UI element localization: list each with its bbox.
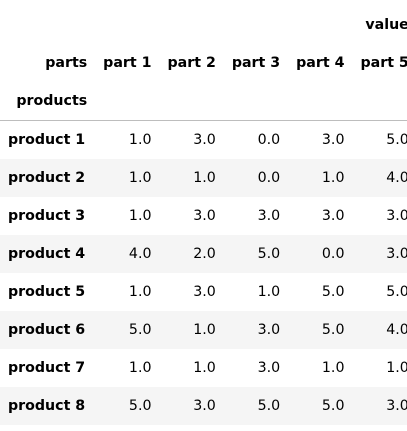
table-cell: 1.0 xyxy=(128,132,152,148)
table-cell: 1.0 xyxy=(128,208,152,224)
table-cell: 3.0 xyxy=(257,360,281,376)
table-row: product 6 5.0 1.0 3.0 5.0 4.0 xyxy=(0,311,407,349)
table-cell: 3.0 xyxy=(193,398,216,414)
table-row: product 1 1.0 3.0 0.0 3.0 5.0 xyxy=(0,121,407,160)
column-header: part 1 xyxy=(103,55,152,71)
table-cell: 3.0 xyxy=(193,208,216,224)
table-cell: 3.0 xyxy=(321,132,345,148)
row-label: product 4 xyxy=(8,246,86,262)
table-cell: 3.0 xyxy=(257,208,281,224)
table-cell: 2.0 xyxy=(193,246,216,262)
column-header: part 2 xyxy=(167,55,216,71)
table-cell: 3.0 xyxy=(193,132,216,148)
columns-name-label: parts xyxy=(45,55,88,71)
table-row: product 5 1.0 3.0 1.0 5.0 5.0 xyxy=(0,273,407,311)
column-header: part 4 xyxy=(296,55,345,71)
table-cell: 3.0 xyxy=(193,284,216,300)
table-cell: 1.0 xyxy=(128,170,152,186)
table-cell: 5.0 xyxy=(257,398,281,414)
row-label: product 5 xyxy=(8,284,86,300)
table-cell: 1.0 xyxy=(128,360,152,376)
column-header: part 3 xyxy=(231,55,281,71)
value-header: value xyxy=(365,17,407,33)
column-header: part 5 xyxy=(360,55,407,71)
table-cell: 1.0 xyxy=(193,170,216,186)
table-cell: 4.0 xyxy=(386,170,407,186)
value-header-row: value xyxy=(0,6,407,44)
table-row: product 8 5.0 3.0 5.0 5.0 3.0 xyxy=(0,387,407,425)
row-label: product 3 xyxy=(8,208,86,224)
table-cell: 4.0 xyxy=(128,246,152,262)
table-cell: 1.0 xyxy=(386,360,407,376)
table-cell: 5.0 xyxy=(257,246,281,262)
table-cell: 5.0 xyxy=(321,322,345,338)
table-cell: 5.0 xyxy=(386,132,407,148)
corner-cell xyxy=(0,6,95,44)
row-label: product 6 xyxy=(8,322,86,338)
table-row: product 3 1.0 3.0 3.0 3.0 3.0 xyxy=(0,197,407,235)
table-cell: 1.0 xyxy=(321,170,345,186)
table-cell: 5.0 xyxy=(386,284,407,300)
table-cell: 5.0 xyxy=(321,284,345,300)
table-cell: 1.0 xyxy=(193,360,216,376)
columns-header-row: parts part 1 part 2 part 3 part 4 part 5 xyxy=(0,44,407,82)
table-cell: 3.0 xyxy=(321,208,345,224)
table-cell: 5.0 xyxy=(128,322,152,338)
row-label: product 1 xyxy=(8,132,86,148)
table-cell: 1.0 xyxy=(128,284,152,300)
table-cell: 5.0 xyxy=(321,398,345,414)
index-name-row: products xyxy=(0,82,407,121)
table-row: product 4 4.0 2.0 5.0 0.0 3.0 xyxy=(0,235,407,273)
table-cell: 5.0 xyxy=(128,398,152,414)
table-cell: 1.0 xyxy=(257,284,281,300)
table-cell: 4.0 xyxy=(386,322,407,338)
dataframe-table: value parts part 1 part 2 part 3 part 4 … xyxy=(0,6,407,425)
table-row: product 7 1.0 1.0 3.0 1.0 1.0 xyxy=(0,349,407,387)
table-cell: 3.0 xyxy=(386,398,407,414)
index-name-label: products xyxy=(0,82,96,121)
row-label: product 8 xyxy=(8,398,86,414)
row-label: product 7 xyxy=(8,360,86,376)
table-row: product 2 1.0 1.0 0.0 1.0 4.0 xyxy=(0,159,407,197)
row-label: product 2 xyxy=(8,170,86,186)
table-cell: 1.0 xyxy=(193,322,216,338)
table-cell: 3.0 xyxy=(257,322,281,338)
table-cell: 0.0 xyxy=(257,132,281,148)
table-cell: 3.0 xyxy=(386,208,407,224)
table-cell: 3.0 xyxy=(386,246,407,262)
table-cell: 0.0 xyxy=(321,246,345,262)
table-cell: 0.0 xyxy=(257,170,281,186)
table-cell: 1.0 xyxy=(321,360,345,376)
